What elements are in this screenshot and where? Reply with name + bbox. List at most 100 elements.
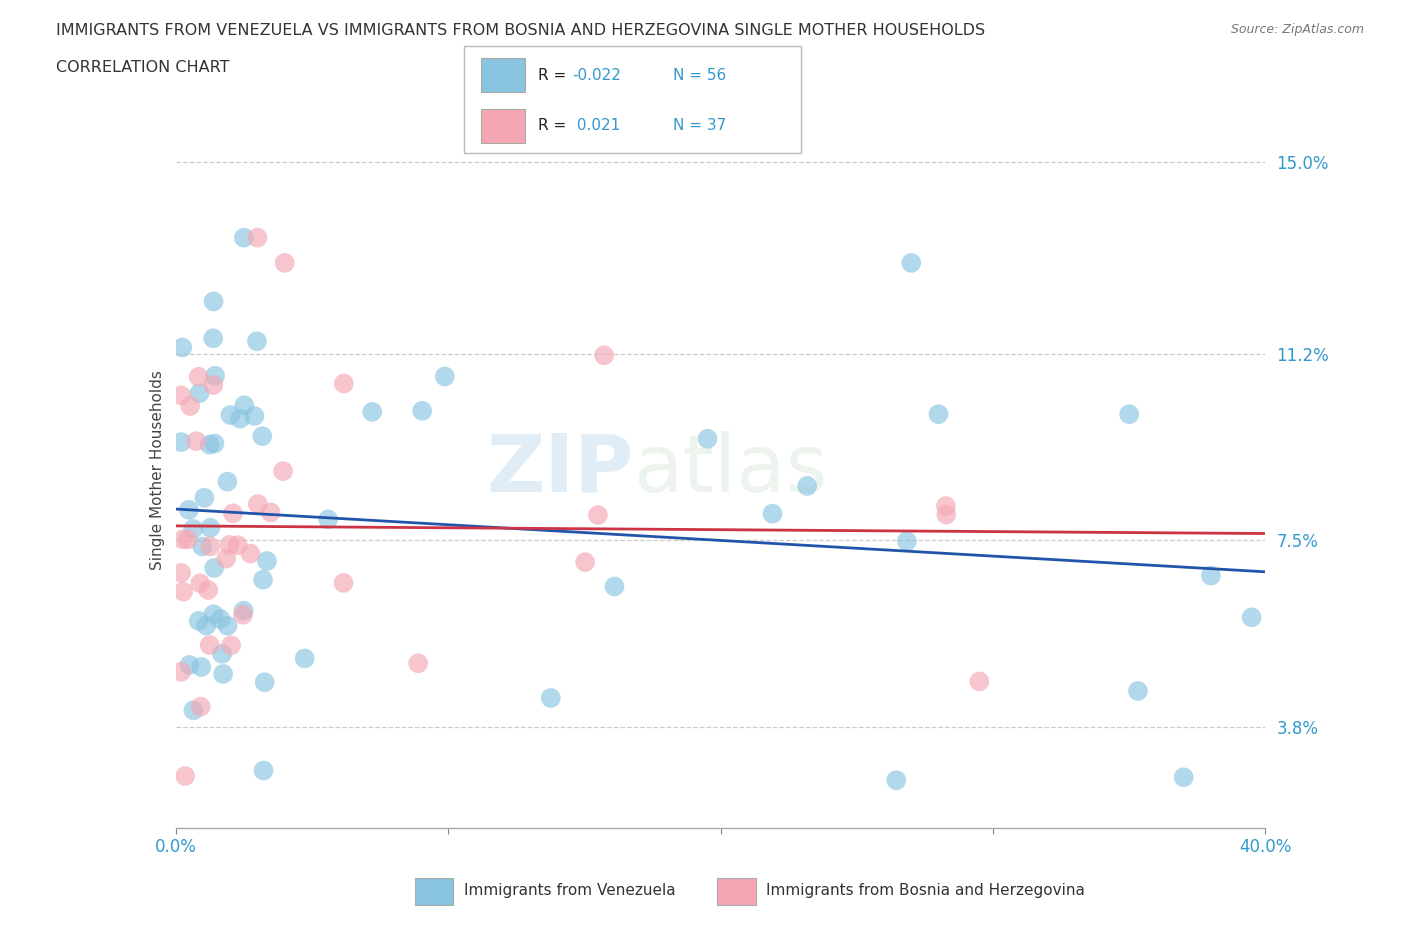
Point (229, 411, 252, 426)
Point (246, 231, 269, 246)
Point (202, 331, 225, 346)
Point (172, 532, 194, 547)
Point (177, 502, 200, 517)
Point (174, 768, 197, 783)
Point (179, 658, 201, 672)
Point (406, 656, 429, 671)
Point (316, 512, 339, 526)
Point (1199, 568, 1222, 583)
Point (256, 553, 278, 568)
Point (204, 436, 226, 451)
Point (200, 521, 222, 536)
Point (202, 561, 225, 576)
Point (332, 576, 354, 591)
Point (181, 522, 204, 537)
Text: Immigrants from Venezuela: Immigrants from Venezuela (464, 883, 676, 898)
Point (211, 646, 233, 661)
Point (202, 294, 225, 309)
Point (170, 565, 193, 580)
Point (187, 369, 209, 384)
Point (195, 618, 218, 633)
Point (232, 231, 254, 246)
Point (603, 579, 626, 594)
Point (188, 576, 211, 591)
Point (1126, 684, 1149, 698)
Point (222, 506, 245, 521)
Point (186, 433, 208, 448)
Point (170, 434, 193, 449)
Point (170, 388, 193, 403)
Bar (481, 59, 524, 92)
Point (574, 554, 596, 569)
Bar (717, 878, 756, 905)
Point (190, 699, 212, 714)
Point (411, 404, 433, 418)
Point (1118, 406, 1140, 421)
Point (540, 691, 562, 706)
Y-axis label: Single Mother Households: Single Mother Households (149, 370, 165, 569)
Point (198, 539, 221, 554)
Text: atlas: atlas (633, 431, 828, 509)
Point (202, 378, 225, 392)
Text: N = 37: N = 37 (673, 118, 727, 133)
Point (170, 664, 193, 679)
Text: N = 56: N = 56 (673, 68, 727, 83)
Point (884, 773, 907, 788)
Bar (415, 878, 454, 905)
Point (271, 464, 294, 479)
Point (187, 614, 209, 629)
Point (188, 386, 211, 401)
Point (593, 348, 616, 363)
Point (1173, 770, 1195, 785)
Point (246, 334, 269, 349)
Point (232, 604, 254, 618)
Point (696, 432, 718, 446)
Point (193, 490, 215, 505)
Point (586, 508, 609, 523)
Text: Immigrants from Bosnia and Herzegovina: Immigrants from Bosnia and Herzegovina (766, 883, 1085, 898)
Point (252, 764, 274, 778)
Point (896, 534, 918, 549)
Text: Source: ZipAtlas.com: Source: ZipAtlas.com (1230, 23, 1364, 36)
Point (761, 506, 783, 521)
Point (294, 651, 316, 666)
Point (243, 408, 266, 423)
Point (177, 532, 200, 547)
Point (179, 399, 201, 414)
Text: IMMIGRANTS FROM VENEZUELA VS IMMIGRANTS FROM BOSNIA AND HERZEGOVINA SINGLE MOTHE: IMMIGRANTS FROM VENEZUELA VS IMMIGRANTS … (56, 23, 986, 38)
Point (252, 429, 274, 444)
Point (219, 638, 242, 653)
Point (183, 703, 205, 718)
Point (198, 638, 221, 653)
Point (259, 505, 281, 520)
Point (215, 551, 238, 566)
Point (204, 368, 226, 383)
Point (935, 498, 957, 513)
Point (361, 405, 384, 419)
Point (433, 369, 456, 384)
Point (239, 546, 262, 561)
Point (172, 584, 194, 599)
Point (935, 507, 957, 522)
Point (253, 675, 276, 690)
Point (197, 582, 219, 597)
FancyBboxPatch shape (464, 46, 801, 153)
Point (217, 474, 239, 489)
Text: 0.021: 0.021 (572, 118, 620, 133)
Point (226, 538, 249, 552)
Text: CORRELATION CHART: CORRELATION CHART (56, 60, 229, 75)
Point (191, 539, 214, 554)
Point (233, 398, 256, 413)
Point (333, 376, 356, 391)
Point (1240, 610, 1263, 625)
Point (274, 256, 297, 271)
Text: R =: R = (538, 68, 571, 83)
Point (218, 538, 240, 552)
Text: -0.022: -0.022 (572, 68, 621, 83)
Point (217, 618, 239, 633)
Text: ZIP: ZIP (486, 431, 633, 509)
Point (969, 674, 991, 689)
Bar (481, 109, 524, 143)
Point (190, 659, 212, 674)
Point (900, 256, 922, 271)
